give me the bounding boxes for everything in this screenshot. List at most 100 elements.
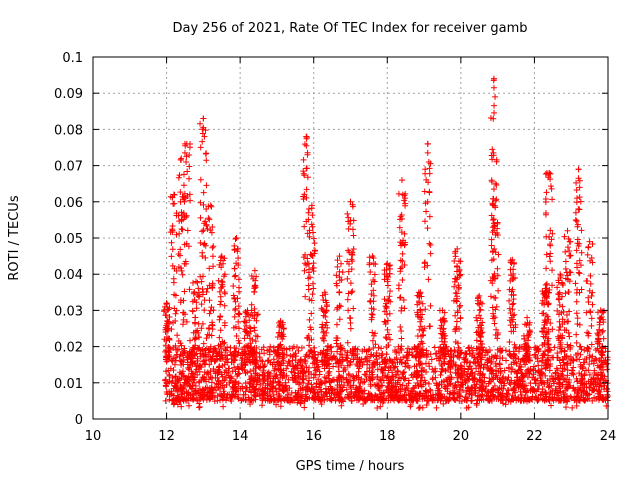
x-tick-label: 12 [158, 429, 175, 444]
data-point [318, 388, 325, 395]
data-point [325, 370, 332, 377]
data-point [426, 165, 433, 172]
data-point [302, 373, 309, 380]
data-point [522, 361, 529, 368]
data-point [499, 355, 506, 362]
data-point [271, 367, 278, 374]
data-point [450, 362, 457, 369]
data-point [177, 382, 184, 389]
data-point [336, 316, 343, 323]
data-point [427, 323, 434, 330]
data-point [342, 366, 349, 373]
data-point [374, 404, 381, 411]
data-point [518, 392, 525, 399]
data-point [343, 386, 350, 393]
data-point [494, 375, 501, 382]
data-point [255, 377, 262, 384]
data-point [239, 385, 246, 392]
data-point [446, 380, 453, 387]
data-point [198, 278, 205, 285]
data-point [515, 348, 522, 355]
data-point [374, 373, 381, 380]
data-point [199, 320, 206, 327]
data-point [302, 391, 309, 398]
data-point [517, 396, 524, 403]
data-point [543, 280, 550, 287]
data-point [338, 402, 345, 409]
x-tick-label: 18 [379, 429, 396, 444]
data-point [441, 384, 448, 391]
x-tick-label: 14 [232, 429, 249, 444]
data-point [166, 396, 173, 403]
data-point [332, 355, 339, 362]
data-point [384, 326, 391, 333]
x-tick-label: 24 [600, 429, 617, 444]
data-point [534, 397, 541, 404]
data-point [496, 360, 503, 367]
data-point [397, 265, 404, 272]
data-point [409, 385, 416, 392]
data-point [371, 278, 378, 285]
data-point [574, 315, 581, 322]
data-point [404, 345, 411, 352]
data-point [463, 389, 470, 396]
data-point [455, 378, 462, 385]
data-point [432, 365, 439, 372]
data-point [341, 347, 348, 354]
y-tick-label: 0.1 [62, 51, 83, 66]
data-point [395, 282, 402, 289]
data-point [238, 397, 245, 404]
x-axis-label: GPS time / hours [296, 459, 405, 474]
data-point [242, 384, 249, 391]
data-point [271, 396, 278, 403]
data-point [569, 404, 576, 411]
data-point [471, 381, 478, 388]
data-point [247, 368, 254, 375]
data-point [368, 393, 375, 400]
data-point [198, 364, 205, 371]
data-point [320, 329, 327, 336]
data-point [197, 120, 204, 127]
data-point [535, 348, 542, 355]
data-point [225, 365, 232, 372]
data-point [305, 286, 312, 293]
data-point [490, 84, 497, 91]
data-point [524, 314, 531, 321]
data-point [189, 373, 196, 380]
data-point [397, 386, 404, 393]
data-point [400, 370, 407, 377]
data-point [595, 397, 602, 404]
data-point [424, 140, 431, 147]
data-point [543, 233, 550, 240]
data-point [178, 267, 185, 274]
data-point [191, 388, 198, 395]
data-point [171, 361, 178, 368]
data-point [549, 267, 556, 274]
data-point [552, 369, 559, 376]
data-point [250, 389, 257, 396]
data-point [310, 285, 317, 292]
data-point [311, 240, 318, 247]
data-point [403, 397, 410, 404]
data-point [420, 381, 427, 388]
data-point [168, 253, 175, 260]
data-point [366, 357, 373, 364]
data-point [494, 335, 501, 342]
data-point [564, 244, 571, 251]
data-point [402, 360, 409, 367]
data-point [555, 291, 562, 298]
data-point [580, 387, 587, 394]
data-point [415, 382, 422, 389]
data-point [228, 375, 235, 382]
data-point [232, 272, 239, 279]
data-point [422, 306, 429, 313]
data-point [217, 380, 224, 387]
data-point [203, 370, 210, 377]
chart-title: Day 256 of 2021, Rate Of TEC Index for r… [172, 21, 527, 36]
data-point [426, 189, 433, 196]
data-point [254, 311, 261, 318]
data-point [347, 280, 354, 287]
data-point [378, 382, 385, 389]
data-point [200, 374, 207, 381]
data-point [531, 376, 538, 383]
